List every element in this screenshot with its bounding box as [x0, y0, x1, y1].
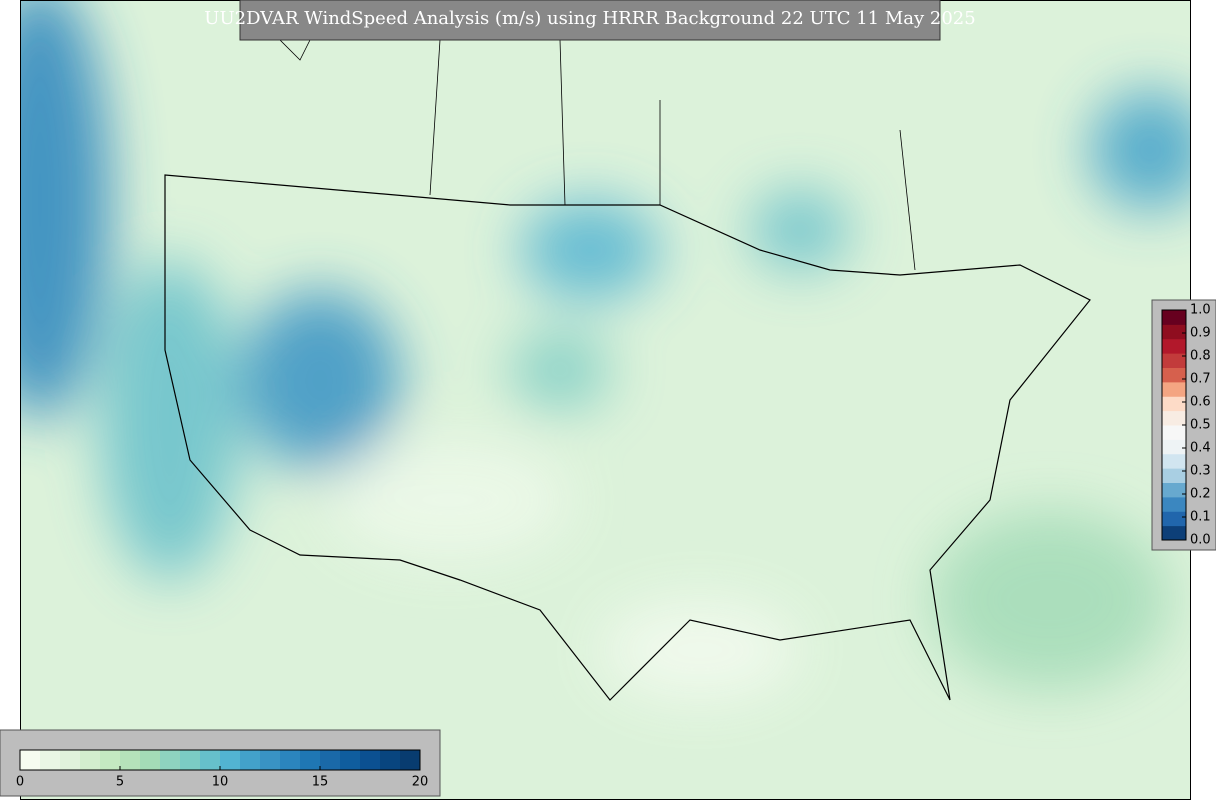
- colorbar-swatch: [200, 750, 221, 770]
- colorbar-swatch: [20, 750, 41, 770]
- colorbar-tick-label: 20: [412, 775, 429, 790]
- colorbar-tick-label: 1.0: [1190, 303, 1211, 318]
- colorbar-swatch: [1162, 482, 1186, 498]
- colorbar-swatch: [180, 750, 201, 770]
- colorbar-swatch: [380, 750, 401, 770]
- colorbar-tick-label: 0.5: [1190, 418, 1211, 433]
- colorbar-tick-label: 0.1: [1190, 510, 1211, 525]
- colorbar-tick-label: 0.3: [1190, 464, 1211, 479]
- colorbar-swatch: [1162, 396, 1186, 412]
- colorbar-tick-label: 0.6: [1190, 395, 1211, 410]
- colorbar-tick-label: 0.0: [1190, 533, 1211, 548]
- colorbar-swatch: [1162, 324, 1186, 340]
- colorbar-tick-label: 0.8: [1190, 349, 1211, 364]
- colorbar-tick-label: 0.9: [1190, 326, 1211, 341]
- colorbar-swatch: [1162, 496, 1186, 512]
- colorbar-swatch: [1162, 439, 1186, 455]
- colorbar-swatch: [40, 750, 61, 770]
- colorbar-tick-label: 10: [212, 775, 229, 790]
- colorbar-swatch: [1162, 381, 1186, 397]
- colorbar-swatch: [160, 750, 181, 770]
- colorbar-tick-label: 15: [312, 775, 329, 790]
- colorbar-swatch: [1162, 511, 1186, 527]
- colorbar-swatch: [360, 750, 381, 770]
- colorbar-swatch: [340, 750, 361, 770]
- colorbar-swatch: [1162, 425, 1186, 440]
- colorbar-swatch: [240, 750, 261, 770]
- map-title: UU2DVAR WindSpeed Analysis (m/s) using H…: [204, 8, 975, 29]
- colorbar-swatch: [260, 750, 281, 770]
- colorbar-swatch: [1162, 468, 1186, 483]
- colorbar-swatch: [1162, 338, 1186, 354]
- wind-colorbar: 0 5 10 15 20: [16, 749, 429, 790]
- colorbar-swatch: [1162, 310, 1186, 325]
- colorbar-swatch: [140, 750, 161, 770]
- colorbar-swatch: [1162, 353, 1186, 368]
- colorbar-swatch: [400, 750, 421, 770]
- colorbar-swatch: [300, 750, 321, 770]
- colorbar-swatch: [320, 750, 341, 770]
- colorbar-tick-label: 0.4: [1190, 441, 1211, 456]
- colorbar-swatch: [1162, 410, 1186, 426]
- colorbar-swatch: [80, 750, 101, 770]
- colorbar-swatch: [1162, 453, 1186, 469]
- colorbar-swatch: [280, 750, 301, 770]
- ratio-colorbar: 0.0 0.1 0.2 0.3 0.4 0.5 0.6 0.7 0.8 0.9 1.0: [1161, 303, 1211, 548]
- colorbar-swatch: [60, 750, 81, 770]
- colorbar-swatch: [100, 750, 121, 770]
- colorbar-swatch: [120, 750, 141, 770]
- title-box: [239, 0, 941, 41]
- colorbar-swatch: [1162, 525, 1186, 541]
- colorbar-tick-label: 0.7: [1190, 372, 1211, 387]
- colorbar-tick-label: 5: [116, 775, 124, 790]
- colorbar-tick-label: 0: [16, 775, 24, 790]
- colorbar-swatch: [1162, 367, 1186, 383]
- colorbar-swatch: [220, 750, 241, 770]
- colorbar-tick-label: 0.2: [1190, 487, 1211, 502]
